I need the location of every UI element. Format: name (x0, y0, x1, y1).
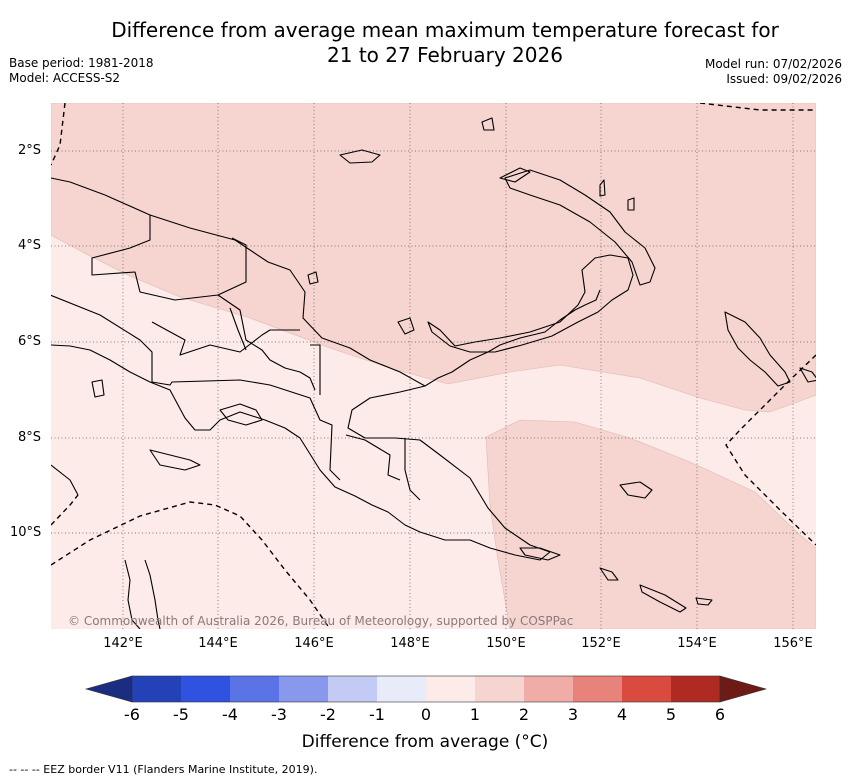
cape-york-coast (124, 559, 141, 629)
colorbar-swatch-1-2 (475, 676, 524, 702)
colorbar-tick: -1 (369, 705, 385, 724)
lat-label: 6°S (18, 334, 42, 349)
colorbar-tick: -2 (320, 705, 336, 724)
land-outlines (51, 117, 816, 629)
colorbar-tick: 0 (420, 705, 432, 724)
colorbar-tick: -3 (271, 705, 287, 724)
new-ireland-coast (504, 169, 656, 286)
map-area (51, 103, 816, 629)
colorbar (84, 675, 768, 703)
lat-label: 10°S (10, 525, 42, 540)
meta-right: Model run: 07/02/2026 Issued: 09/02/2026 (705, 57, 842, 87)
colorbar-tick: 3 (567, 705, 579, 724)
colorbar-swatch-lt-6 (84, 675, 133, 703)
lat-label: 4°S (18, 238, 42, 253)
title-line-1: Difference from average mean maximum tem… (111, 18, 779, 42)
anomaly-1-2-southeast (485, 419, 816, 629)
lat-label: 2°S (18, 143, 42, 158)
colorbar-swatch--4--3 (230, 676, 279, 702)
colorbar-tick: 2 (518, 705, 530, 724)
colorbar-swatch--3--2 (279, 676, 328, 702)
colorbar-tick: -5 (173, 705, 189, 724)
map-title: Difference from average mean maximum tem… (60, 18, 830, 68)
colorbar-swatch--2--1 (328, 676, 377, 702)
colorbar-swatch-0-1 (426, 676, 475, 702)
meta-left: Base period: 1981-2018 Model: ACCESS-S2 (9, 56, 154, 86)
eez-borders (51, 103, 816, 629)
title-line-2: 21 to 27 February 2026 (327, 43, 563, 67)
lon-label: 156°E (773, 636, 813, 651)
base-period: Base period: 1981-2018 (9, 56, 154, 70)
international-border (51, 464, 79, 496)
lon-label: 152°E (581, 636, 621, 651)
manus-island (339, 149, 381, 164)
graticule (51, 103, 816, 629)
lat-label: 8°S (18, 430, 42, 445)
bougainville-coast (724, 311, 791, 387)
lon-label: 144°E (198, 636, 238, 651)
colorbar-label: Difference from average (°C) (301, 732, 549, 752)
colorbar-tick: -6 (124, 705, 140, 724)
colorbar-tick: 1 (469, 705, 481, 724)
colorbar-swatch-3-4 (573, 676, 622, 702)
model-name: Model: ACCESS-S2 (9, 71, 121, 85)
colorbar-tick: 6 (714, 705, 726, 724)
lon-label: 154°E (677, 636, 717, 651)
colorbar-swatch-2-3 (524, 676, 573, 702)
issued-date: Issued: 09/02/2026 (726, 72, 842, 86)
colorbar-swatch-4-5 (622, 676, 671, 702)
lon-label: 146°E (294, 636, 334, 651)
colorbar-swatch--5--4 (181, 676, 230, 702)
copyright-notice: © Commonwealth of Australia 2026, Bureau… (68, 614, 574, 628)
colorbar-swatch--1-0 (377, 676, 426, 702)
colorbar-tick: 5 (665, 705, 677, 724)
model-run: Model run: 07/02/2026 (704, 57, 842, 71)
colorbar-tick: -4 (222, 705, 238, 724)
colorbar-tick: 4 (616, 705, 628, 724)
colorbar-swatch-gt-6 (719, 675, 768, 703)
colorbar-swatch--6--5 (132, 676, 181, 702)
colorbar-swatch-5-6 (671, 676, 720, 702)
lon-label: 142°E (103, 636, 143, 651)
eez-footnote: -- -- -- EEZ border V11 (Flanders Marine… (9, 763, 318, 776)
lon-label: 148°E (390, 636, 430, 651)
lon-label: 150°E (486, 636, 526, 651)
